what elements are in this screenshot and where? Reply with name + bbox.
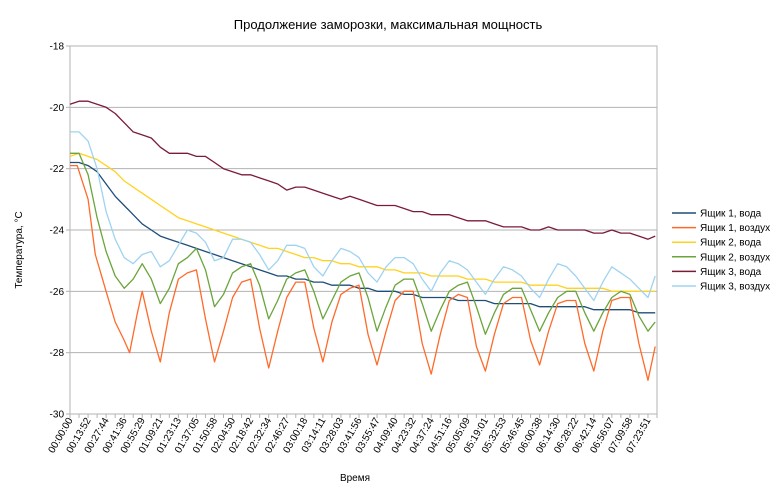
series-line-6 [70, 131, 656, 302]
legend-entry-5: Ящик 3, вода [700, 267, 762, 278]
series-line-4 [70, 152, 656, 335]
legend-entry-3: Ящик 2, вода [700, 238, 762, 249]
y-tick-label: -30 [50, 410, 65, 421]
y-tick-label: -24 [50, 226, 65, 237]
series-line-1 [70, 161, 656, 314]
legend: Ящик 1, вода Ящик 1, воздух Ящик 2, вода Ящ… [672, 209, 770, 293]
y-tick-label: -26 [50, 287, 65, 298]
y-tick-label: -22 [50, 164, 65, 175]
y-axis-ticks: -18 -20 -22 -24 -26 -28 -30 [50, 42, 70, 421]
y-axis-title: Температура, °С [14, 211, 25, 288]
legend-entry-2: Ящик 1, воздух [700, 223, 770, 234]
y-tick-label: -18 [50, 42, 65, 53]
x-axis-title: Время [340, 473, 370, 484]
chart-title: Продолжение заморозки, максимальная мощн… [234, 17, 543, 32]
series-group [69, 100, 656, 381]
series-line-3 [69, 152, 656, 292]
legend-entry-4: Ящик 2, воздух [700, 252, 770, 263]
x-axis-ticks: 00:00:0000:13:5200:27:4400:41:3600:55:29… [47, 414, 658, 455]
series-line-2 [70, 164, 656, 381]
y-tick-label: -20 [50, 103, 65, 114]
legend-entry-1: Ящик 1, вода [700, 209, 762, 220]
series-line-5 [69, 100, 656, 240]
legend-entry-6: Ящик 3, воздух [700, 282, 770, 293]
plot-area [69, 45, 658, 415]
y-tick-label: -28 [50, 348, 65, 359]
